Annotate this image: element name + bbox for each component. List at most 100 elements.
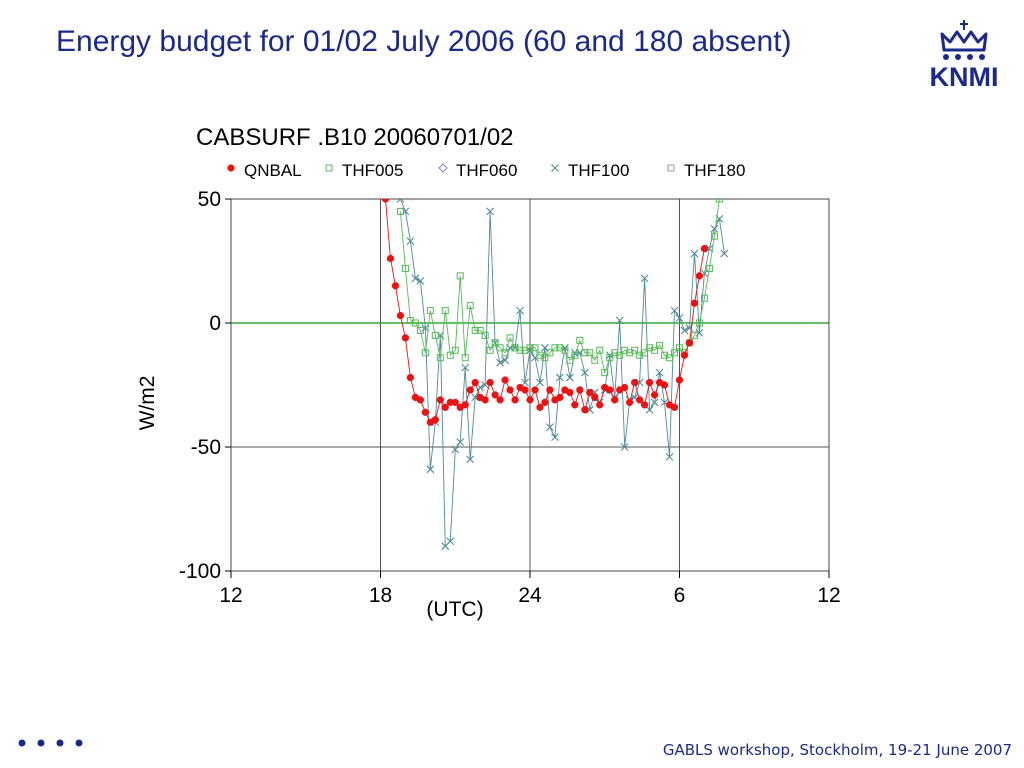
data-point-thf100	[650, 398, 659, 407]
data-point-qnbal	[626, 398, 634, 407]
data-point-thf005	[531, 344, 539, 352]
data-point-thf005	[496, 344, 504, 352]
data-point-thf005	[710, 232, 718, 240]
y-tick-label: -100	[179, 560, 221, 583]
data-point-qnbal	[631, 378, 639, 387]
data-point-thf005	[666, 354, 674, 362]
data-point-thf005	[466, 302, 474, 310]
x-tick-label: 12	[219, 584, 242, 607]
data-point-thf100	[670, 306, 679, 315]
data-point-qnbal	[441, 403, 449, 411]
data-point-thf100	[461, 363, 470, 372]
data-point-thf005	[406, 317, 414, 325]
data-point-thf005	[571, 351, 579, 359]
data-point-thf005	[591, 356, 599, 364]
data-point-thf100	[516, 306, 524, 315]
data-point-thf100	[645, 405, 654, 414]
data-point-thf005	[446, 351, 454, 359]
data-point-thf100	[556, 373, 564, 382]
data-point-thf100	[521, 378, 529, 387]
data-point-thf005	[700, 294, 708, 302]
data-point-qnbal	[471, 378, 479, 387]
data-point-thf100	[451, 445, 460, 454]
plot-area	[381, 199, 729, 551]
slide-title: Energy budget for 01/02 July 2006 (60 an…	[56, 25, 792, 58]
data-point-thf005	[676, 344, 683, 352]
data-point-thf005	[471, 326, 479, 334]
data-point-qnbal	[700, 244, 709, 253]
data-point-thf005	[646, 344, 654, 352]
data-point-qnbal	[486, 378, 494, 387]
data-point-thf005	[611, 349, 619, 357]
data-point-thf005	[486, 346, 494, 354]
data-point-qnbal	[586, 388, 594, 397]
data-point-thf005	[656, 341, 664, 349]
data-point-qnbal	[416, 396, 425, 404]
data-point-thf005	[506, 334, 514, 342]
data-point-qnbal	[436, 396, 444, 404]
four-dots-icon	[16, 732, 96, 754]
data-point-qnbal	[466, 386, 474, 394]
data-point-thf005	[556, 344, 564, 352]
data-point-thf005	[481, 331, 489, 339]
data-point-qnbal	[461, 401, 469, 409]
data-point-qnbal	[670, 403, 679, 411]
data-point-qnbal	[386, 254, 395, 263]
data-point-thf005	[451, 346, 459, 354]
legend-marker-qnbal	[227, 164, 235, 172]
chart-title: CABSURF .B10 20060701/02	[196, 124, 514, 151]
energy-budget-chart: CABSURF .B10 20060701/02 W/m2 (UTC) 12 18…	[110, 112, 870, 637]
x-tick-label: 18	[369, 584, 392, 607]
data-point-thf100	[675, 314, 684, 322]
data-point-thf005	[581, 349, 589, 357]
data-point-qnbal	[576, 386, 584, 394]
data-point-thf005	[561, 346, 569, 354]
series-line-thf005	[399, 199, 720, 375]
legend-label: QNBAL	[244, 161, 302, 180]
x-tick-label: 6	[674, 584, 686, 607]
data-point-qnbal	[606, 386, 614, 394]
data-point-thf005	[606, 354, 614, 362]
data-point-thf005	[411, 319, 419, 327]
data-point-thf005	[511, 344, 519, 352]
legend-marker-thf005	[325, 164, 333, 172]
legend-label: THF005	[342, 161, 403, 180]
crown-icon	[940, 20, 988, 60]
data-point-qnbal	[695, 272, 704, 280]
data-point-qnbal	[640, 401, 649, 409]
data-point-thf005	[566, 356, 574, 364]
legend-marker-thf100	[551, 164, 559, 172]
data-point-qnbal	[501, 376, 509, 384]
data-point-qnbal	[491, 391, 499, 399]
data-point-qnbal	[581, 406, 589, 414]
data-point-thf005	[551, 344, 559, 352]
data-point-qnbal	[596, 401, 604, 409]
data-point-thf005	[576, 336, 584, 344]
data-point-thf005	[476, 326, 484, 334]
data-point-thf005	[596, 346, 604, 354]
data-point-qnbal	[391, 282, 400, 290]
data-point-thf005	[546, 349, 554, 357]
data-point-qnbal	[481, 396, 489, 404]
data-point-thf100	[710, 224, 719, 233]
data-point-thf100	[720, 249, 729, 258]
data-point-thf100	[486, 207, 495, 216]
data-point-qnbal	[611, 396, 619, 404]
data-point-thf005	[521, 346, 529, 354]
data-point-thf005	[616, 351, 624, 359]
y-tick-label: 50	[198, 188, 221, 211]
data-point-thf005	[516, 346, 524, 354]
data-point-thf005	[536, 351, 544, 359]
data-point-thf100	[536, 378, 544, 387]
data-point-qnbal	[431, 416, 439, 424]
data-point-qnbal	[451, 398, 459, 407]
data-point-thf005	[631, 346, 639, 354]
data-point-qnbal	[521, 386, 529, 394]
data-point-thf005	[705, 264, 713, 272]
data-point-qnbal	[401, 334, 410, 342]
y-axis-label: W/m2	[136, 376, 159, 431]
data-point-qnbal	[660, 381, 669, 389]
data-point-qnbal	[650, 391, 659, 399]
data-point-qnbal	[635, 396, 644, 404]
data-point-thf100	[690, 249, 699, 258]
